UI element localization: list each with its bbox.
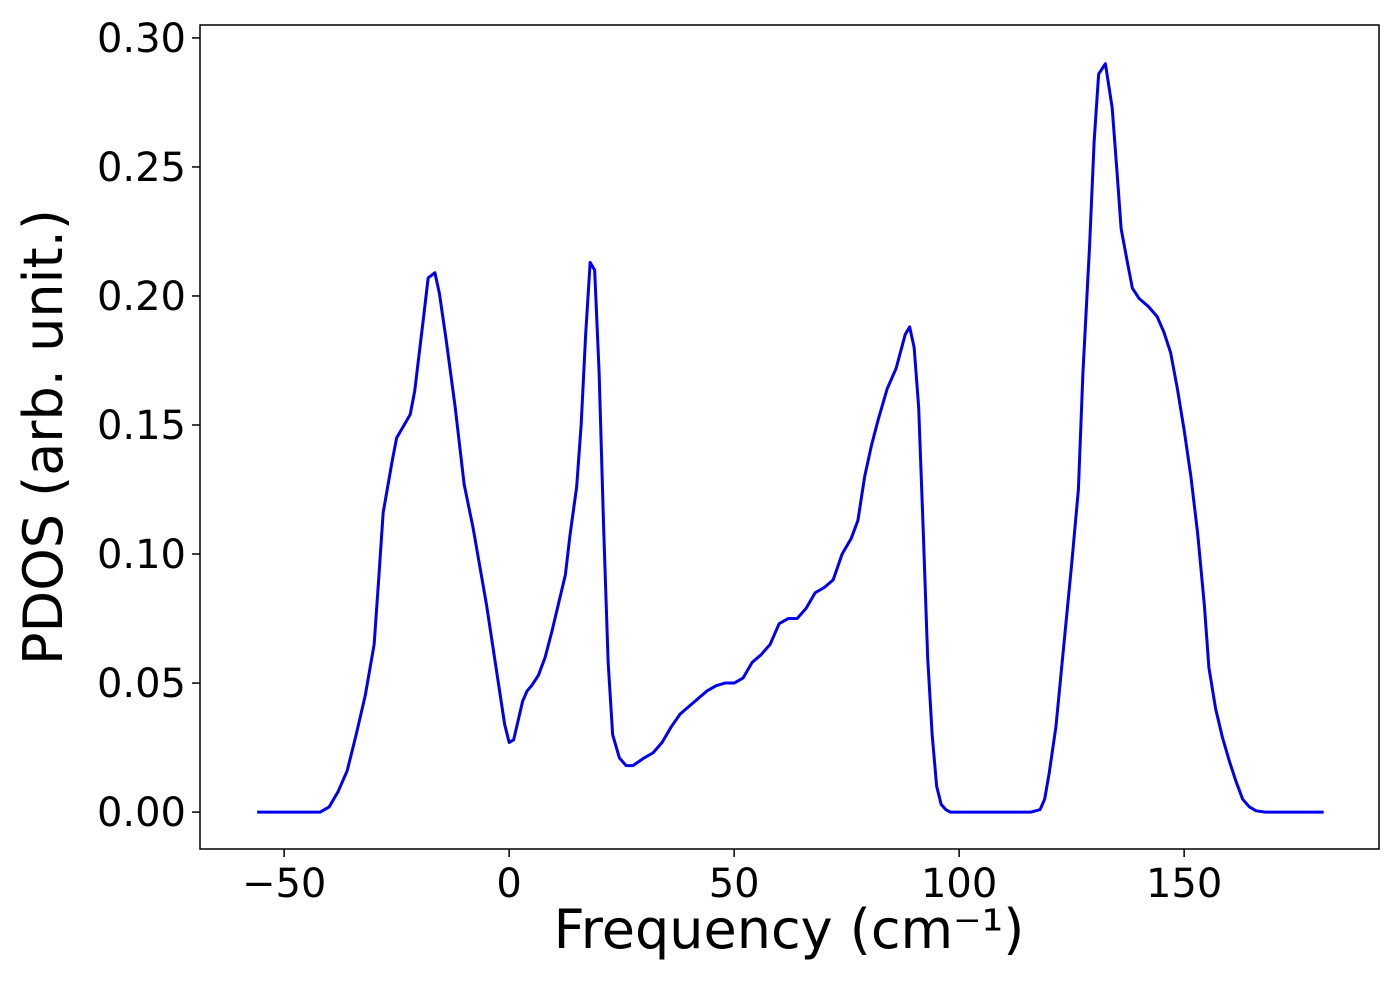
line-series [257, 62, 1324, 814]
y-tick-label: 0.10 [97, 532, 186, 578]
x-axis-label: Frequency (cm⁻¹) [554, 898, 1025, 961]
x-tick-label: 150 [1146, 861, 1222, 907]
y-tick-label: 0.30 [97, 16, 186, 62]
y-tick-label: 0.00 [97, 790, 186, 836]
x-tick-label: 0 [496, 861, 521, 907]
y-tick-label: 0.20 [97, 274, 186, 320]
x-tick-label: 100 [921, 861, 997, 907]
y-tick-label: 0.15 [97, 403, 186, 449]
plot-frame [199, 24, 1380, 850]
x-tick-label: −50 [242, 861, 326, 907]
y-axis-label: PDOS (arb. unit.) [12, 209, 75, 665]
y-tick-label: 0.05 [97, 661, 186, 707]
y-tick-label: 0.25 [97, 145, 186, 191]
x-tick-label: 50 [709, 861, 760, 907]
